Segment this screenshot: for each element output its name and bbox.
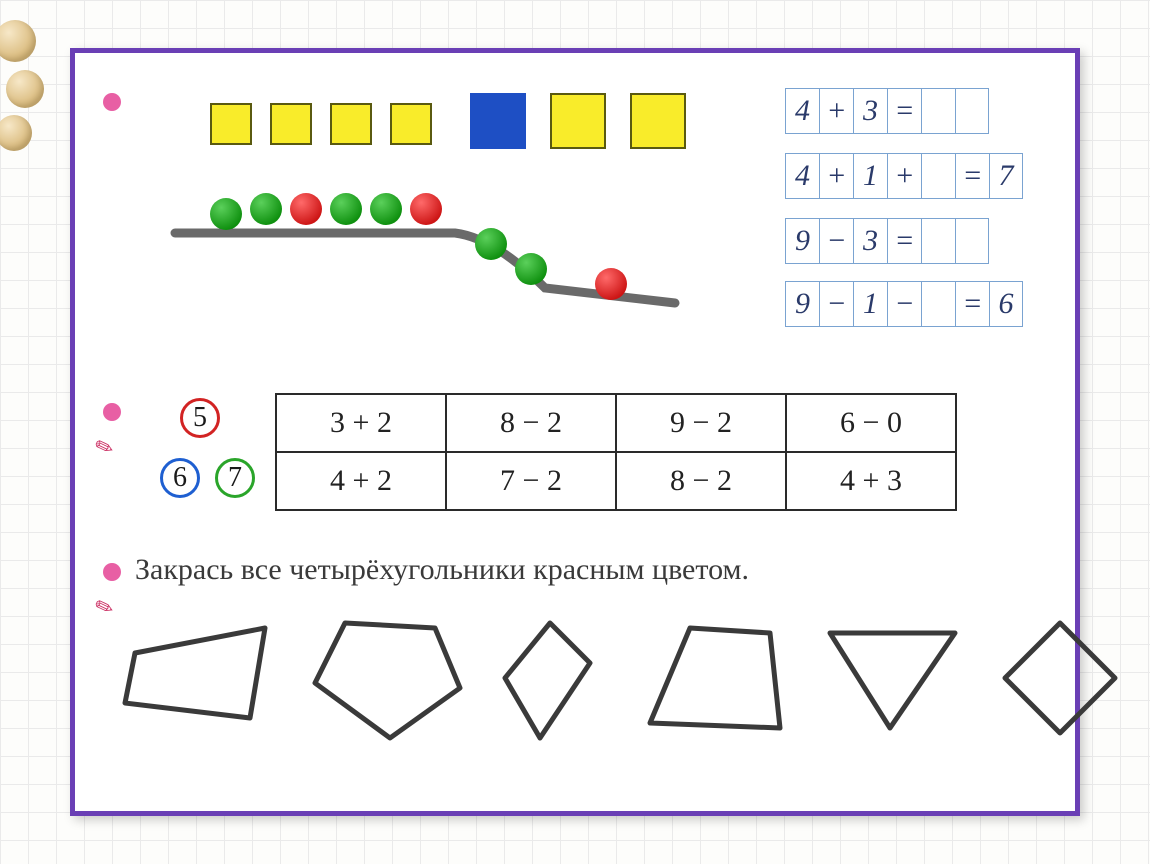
blank-cell[interactable] (955, 88, 989, 134)
ball-green (250, 193, 282, 225)
blank-cell[interactable] (921, 153, 955, 199)
table-cell: 7 − 2 (446, 452, 616, 510)
equation-cell: + (819, 153, 853, 199)
ball-red (290, 193, 322, 225)
blank-cell[interactable] (921, 88, 955, 134)
blank-cell[interactable] (921, 281, 955, 327)
polygon-shape-4[interactable] (815, 618, 965, 738)
shapes-row (115, 613, 1125, 743)
equation-cell: − (819, 281, 853, 327)
polygon-shape-0[interactable] (115, 618, 275, 738)
equation-cell: + (887, 153, 921, 199)
equation-row-3: 9−1−=6 (785, 281, 1023, 327)
blank-cell[interactable] (955, 218, 989, 264)
equation-cell: 4 (785, 88, 819, 134)
ball-green (330, 193, 362, 225)
polygon-shape-3[interactable] (635, 618, 785, 738)
circled-number-5: 5 (180, 398, 220, 438)
ball-green (475, 228, 507, 260)
table-cell: 8 − 2 (616, 452, 786, 510)
ball-red (410, 193, 442, 225)
decorative-beads (0, 0, 54, 864)
circled-number-6: 6 (160, 458, 200, 498)
polygon-shape-1[interactable] (305, 613, 465, 743)
equation-cell: 9 (785, 281, 819, 327)
ball-green (515, 253, 547, 285)
instruction-text: Закрась все четырёхугольники красным цве… (135, 553, 749, 587)
task-bullet-3 (103, 563, 121, 581)
equation-cell: 6 (989, 281, 1023, 327)
equation-cell: 1 (853, 281, 887, 327)
ball-red (595, 268, 627, 300)
equation-cell: − (819, 218, 853, 264)
equation-cell: 3 (853, 218, 887, 264)
equation-row-2: 9−3= (785, 218, 989, 264)
table-cell: 9 − 2 (616, 394, 786, 452)
polygon-shape-5[interactable] (995, 613, 1125, 743)
blank-cell[interactable] (921, 218, 955, 264)
equation-cell: 3 (853, 88, 887, 134)
table-cell: 4 + 3 (786, 452, 956, 510)
ball-green (210, 198, 242, 230)
ball-green (370, 193, 402, 225)
table-cell: 4 + 2 (276, 452, 446, 510)
equation-cell: 7 (989, 153, 1023, 199)
equation-cell: + (819, 88, 853, 134)
expression-table: 3 + 28 − 29 − 26 − 04 + 27 − 28 − 24 + 3 (275, 393, 957, 511)
equation-row-0: 4+3= (785, 88, 989, 134)
polygon-shape-2[interactable] (495, 613, 605, 743)
equation-cell: = (887, 218, 921, 264)
worksheet-frame: 4+3=4+1+=79−3=9−1−=6 ✎ 567 3 + 28 − 29 −… (70, 48, 1080, 816)
equation-row-1: 4+1+=7 (785, 153, 1023, 199)
task-bullet-2 (103, 403, 121, 421)
table-cell: 8 − 2 (446, 394, 616, 452)
equation-cell: − (887, 281, 921, 327)
equation-cell: 4 (785, 153, 819, 199)
equation-cell: = (955, 153, 989, 199)
table-cell: 3 + 2 (276, 394, 446, 452)
circled-number-7: 7 (215, 458, 255, 498)
table-cell: 6 − 0 (786, 394, 956, 452)
equation-cell: = (887, 88, 921, 134)
equation-cell: = (955, 281, 989, 327)
pencil-icon: ✎ (91, 429, 126, 463)
equation-cell: 1 (853, 153, 887, 199)
equation-cell: 9 (785, 218, 819, 264)
